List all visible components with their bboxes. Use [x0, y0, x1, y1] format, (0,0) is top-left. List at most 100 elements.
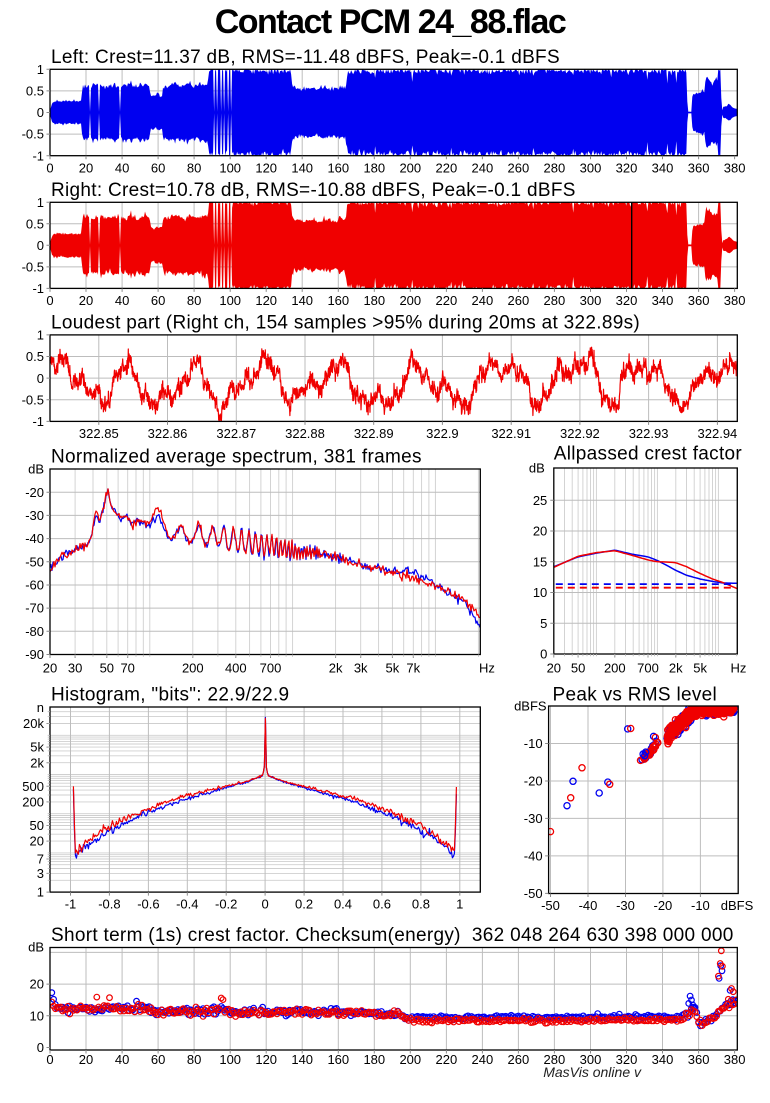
svg-text:-20: -20: [25, 485, 44, 500]
svg-text:Allpassed crest factor: Allpassed crest factor: [554, 444, 743, 465]
svg-text:-70: -70: [25, 601, 44, 616]
svg-text:0.4: 0.4: [334, 897, 352, 912]
svg-text:120: 120: [255, 161, 277, 176]
svg-text:300: 300: [580, 161, 602, 176]
svg-text:Normalized average spectrum, 3: Normalized average spectrum, 381 frames: [51, 447, 422, 468]
svg-text:180: 180: [363, 1052, 385, 1067]
svg-text:-30: -30: [524, 811, 543, 826]
svg-text:-40: -40: [524, 849, 543, 864]
svg-text:260: 260: [508, 1052, 530, 1067]
svg-text:240: 240: [472, 293, 494, 308]
svg-text:20: 20: [30, 834, 44, 849]
svg-text:n: n: [37, 700, 44, 715]
svg-text:5: 5: [540, 616, 547, 631]
svg-text:50: 50: [571, 661, 585, 676]
svg-text:100: 100: [219, 1052, 241, 1067]
svg-text:25: 25: [533, 493, 547, 508]
svg-text:100: 100: [219, 161, 241, 176]
svg-text:50: 50: [30, 818, 44, 833]
svg-text:700: 700: [260, 661, 282, 676]
svg-text:0: 0: [37, 1040, 44, 1055]
svg-text:120: 120: [255, 293, 277, 308]
svg-text:280: 280: [544, 1052, 566, 1067]
svg-text:Peak vs RMS level: Peak vs RMS level: [553, 685, 718, 706]
svg-text:300: 300: [580, 293, 602, 308]
svg-text:0.5: 0.5: [26, 84, 44, 99]
svg-text:500: 500: [22, 779, 44, 794]
svg-text:160: 160: [327, 293, 349, 308]
svg-text:360: 360: [688, 293, 710, 308]
svg-text:322.91: 322.91: [491, 426, 531, 441]
svg-text:340: 340: [652, 293, 674, 308]
svg-text:0.6: 0.6: [373, 897, 391, 912]
svg-text:60: 60: [151, 161, 165, 176]
svg-text:dB: dB: [28, 940, 44, 955]
svg-text:140: 140: [291, 1052, 313, 1067]
svg-text:2k: 2k: [329, 661, 343, 676]
svg-text:1: 1: [37, 62, 44, 77]
svg-text:0.5: 0.5: [26, 216, 44, 231]
svg-text:300: 300: [580, 1052, 602, 1067]
svg-text:180: 180: [363, 293, 385, 308]
svg-text:10: 10: [30, 1008, 44, 1023]
svg-text:260: 260: [508, 161, 530, 176]
svg-text:322.92: 322.92: [560, 426, 600, 441]
svg-text:-1: -1: [65, 897, 77, 912]
svg-text:320: 320: [616, 293, 638, 308]
svg-text:140: 140: [291, 293, 313, 308]
svg-text:220: 220: [436, 161, 458, 176]
svg-text:340: 340: [652, 1052, 674, 1067]
svg-text:180: 180: [363, 161, 385, 176]
svg-text:-50: -50: [524, 886, 543, 901]
svg-text:200: 200: [399, 293, 421, 308]
svg-text:322.94: 322.94: [698, 426, 738, 441]
svg-text:80: 80: [187, 293, 201, 308]
svg-text:40: 40: [115, 1052, 129, 1067]
svg-text:1: 1: [37, 195, 44, 210]
svg-text:0: 0: [46, 1052, 53, 1067]
svg-text:-1: -1: [32, 281, 44, 296]
svg-text:280: 280: [544, 293, 566, 308]
svg-text:240: 240: [472, 161, 494, 176]
svg-text:340: 340: [652, 161, 674, 176]
svg-text:-0.6: -0.6: [137, 897, 159, 912]
svg-text:40: 40: [115, 293, 129, 308]
svg-text:-90: -90: [25, 647, 44, 662]
svg-text:MasVis online v: MasVis online v: [543, 1064, 642, 1080]
svg-text:3: 3: [37, 866, 44, 881]
svg-text:200: 200: [22, 795, 44, 810]
svg-text:-30: -30: [616, 898, 635, 913]
svg-text:240: 240: [472, 1052, 494, 1067]
svg-text:Histogram, "bits": 22.9/22.9: Histogram, "bits": 22.9/22.9: [51, 684, 289, 705]
svg-text:20: 20: [79, 1052, 93, 1067]
svg-text:140: 140: [291, 161, 313, 176]
svg-text:dB: dB: [28, 462, 44, 477]
svg-text:220: 220: [436, 293, 458, 308]
svg-text:0.8: 0.8: [412, 897, 430, 912]
svg-text:-1: -1: [32, 148, 44, 163]
svg-text:322.86: 322.86: [148, 426, 188, 441]
svg-text:-10: -10: [524, 736, 543, 751]
svg-text:20: 20: [533, 524, 547, 539]
svg-text:60: 60: [151, 293, 165, 308]
svg-text:0: 0: [46, 161, 53, 176]
svg-text:2k: 2k: [30, 755, 44, 770]
svg-text:Left: Crest=11.37 dB, RMS=-11.: Left: Crest=11.37 dB, RMS=-11.48 dBFS, P…: [51, 47, 560, 68]
svg-text:100: 100: [219, 293, 241, 308]
svg-text:322.85: 322.85: [79, 426, 119, 441]
svg-text:320: 320: [616, 1052, 638, 1067]
svg-text:322.93: 322.93: [629, 426, 669, 441]
svg-text:10: 10: [533, 585, 547, 600]
svg-text:0: 0: [37, 238, 44, 253]
svg-text:-40: -40: [579, 898, 598, 913]
svg-text:Right: Crest=10.78 dB, RMS=-10: Right: Crest=10.78 dB, RMS=-10.88 dBFS, …: [51, 180, 576, 201]
svg-text:700: 700: [637, 661, 659, 676]
svg-text:1: 1: [456, 897, 463, 912]
svg-text:-40: -40: [25, 531, 44, 546]
svg-text:7k: 7k: [406, 661, 420, 676]
svg-text:0: 0: [540, 647, 547, 662]
svg-text:Hz: Hz: [731, 661, 747, 676]
svg-text:20: 20: [79, 293, 93, 308]
svg-text:1: 1: [37, 328, 44, 343]
svg-text:30: 30: [68, 661, 82, 676]
